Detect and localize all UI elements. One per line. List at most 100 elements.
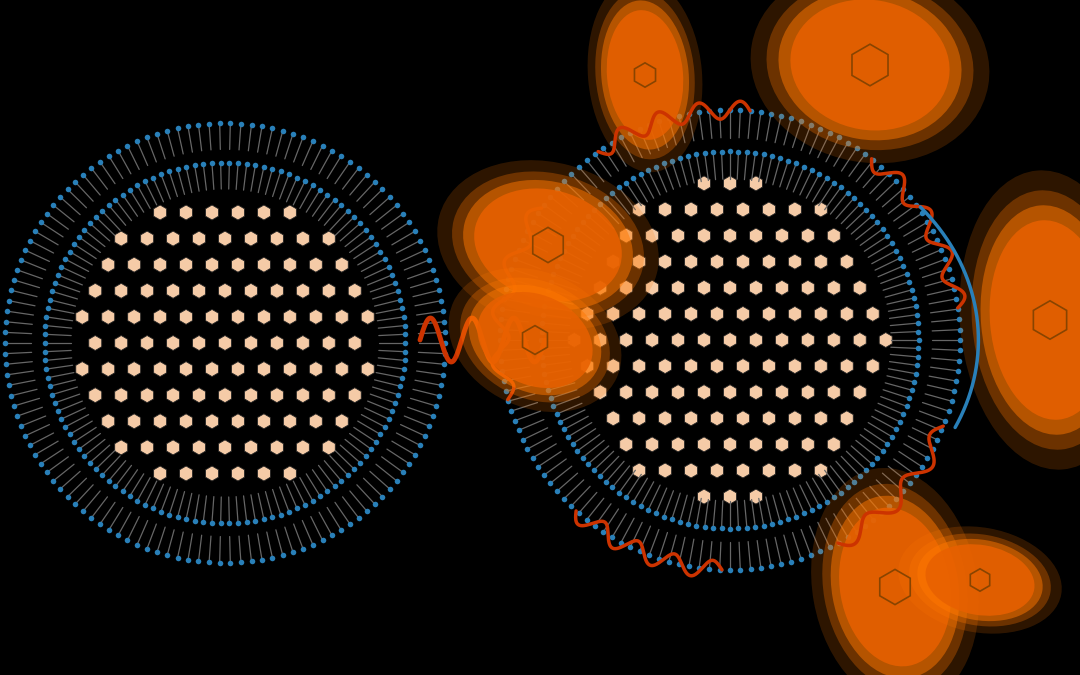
Polygon shape [114,440,127,455]
Polygon shape [737,254,750,269]
Polygon shape [827,437,840,452]
Polygon shape [257,257,270,272]
Polygon shape [192,387,205,403]
Ellipse shape [453,171,644,319]
Polygon shape [633,202,646,217]
Polygon shape [283,466,296,481]
Polygon shape [166,387,179,403]
Polygon shape [840,254,853,269]
Polygon shape [646,385,659,400]
Polygon shape [711,411,724,426]
Polygon shape [348,284,361,298]
Polygon shape [153,257,166,272]
Polygon shape [127,362,140,377]
Polygon shape [724,333,737,348]
Polygon shape [257,362,270,377]
Polygon shape [218,440,231,455]
Polygon shape [283,205,296,220]
Polygon shape [646,437,659,452]
Ellipse shape [600,1,689,150]
Polygon shape [672,385,685,400]
Polygon shape [788,411,801,426]
Polygon shape [724,176,737,191]
Polygon shape [659,358,672,373]
Polygon shape [685,202,698,217]
Polygon shape [270,387,283,403]
Polygon shape [711,202,724,217]
Polygon shape [89,387,102,403]
Polygon shape [89,335,102,350]
Polygon shape [140,284,153,298]
Polygon shape [827,385,840,400]
Polygon shape [750,489,762,504]
Polygon shape [607,306,620,321]
Polygon shape [270,231,283,246]
Polygon shape [153,362,166,377]
Polygon shape [737,463,750,478]
Polygon shape [568,333,581,348]
Polygon shape [762,411,775,426]
Polygon shape [788,254,801,269]
Polygon shape [296,440,309,455]
Polygon shape [348,387,361,403]
Polygon shape [296,387,309,403]
Polygon shape [296,231,309,246]
Polygon shape [153,205,166,220]
Polygon shape [581,358,594,373]
Ellipse shape [959,170,1080,470]
Polygon shape [231,309,244,325]
Polygon shape [594,333,607,348]
Polygon shape [827,280,840,295]
Polygon shape [309,309,322,325]
Polygon shape [257,466,270,481]
Polygon shape [620,280,633,295]
Polygon shape [659,254,672,269]
Polygon shape [814,411,827,426]
Polygon shape [685,411,698,426]
Polygon shape [283,309,296,325]
Polygon shape [659,411,672,426]
Polygon shape [322,335,335,350]
Polygon shape [361,362,375,377]
Polygon shape [737,306,750,321]
Polygon shape [659,463,672,478]
Polygon shape [102,414,114,429]
Polygon shape [283,257,296,272]
Polygon shape [724,385,737,400]
Polygon shape [179,362,192,377]
Polygon shape [879,333,892,348]
Polygon shape [698,333,711,348]
Polygon shape [322,440,335,455]
Polygon shape [218,335,231,350]
Polygon shape [814,306,827,321]
Polygon shape [620,385,633,400]
Polygon shape [775,280,788,295]
Polygon shape [283,414,296,429]
Polygon shape [140,335,153,350]
Polygon shape [659,306,672,321]
Polygon shape [296,284,309,298]
Polygon shape [827,228,840,243]
Ellipse shape [972,190,1080,450]
Polygon shape [244,335,257,350]
Polygon shape [166,440,179,455]
Polygon shape [866,306,879,321]
Ellipse shape [831,495,959,675]
Polygon shape [711,463,724,478]
Polygon shape [646,280,659,295]
Ellipse shape [588,0,702,172]
Polygon shape [335,362,348,377]
Polygon shape [322,387,335,403]
Polygon shape [853,333,866,348]
Polygon shape [127,414,140,429]
Ellipse shape [460,277,610,402]
Polygon shape [309,257,322,272]
Polygon shape [853,385,866,400]
Polygon shape [166,335,179,350]
Polygon shape [348,335,361,350]
Polygon shape [296,335,309,350]
Polygon shape [192,335,205,350]
Polygon shape [192,231,205,246]
Polygon shape [127,257,140,272]
Polygon shape [814,463,827,478]
